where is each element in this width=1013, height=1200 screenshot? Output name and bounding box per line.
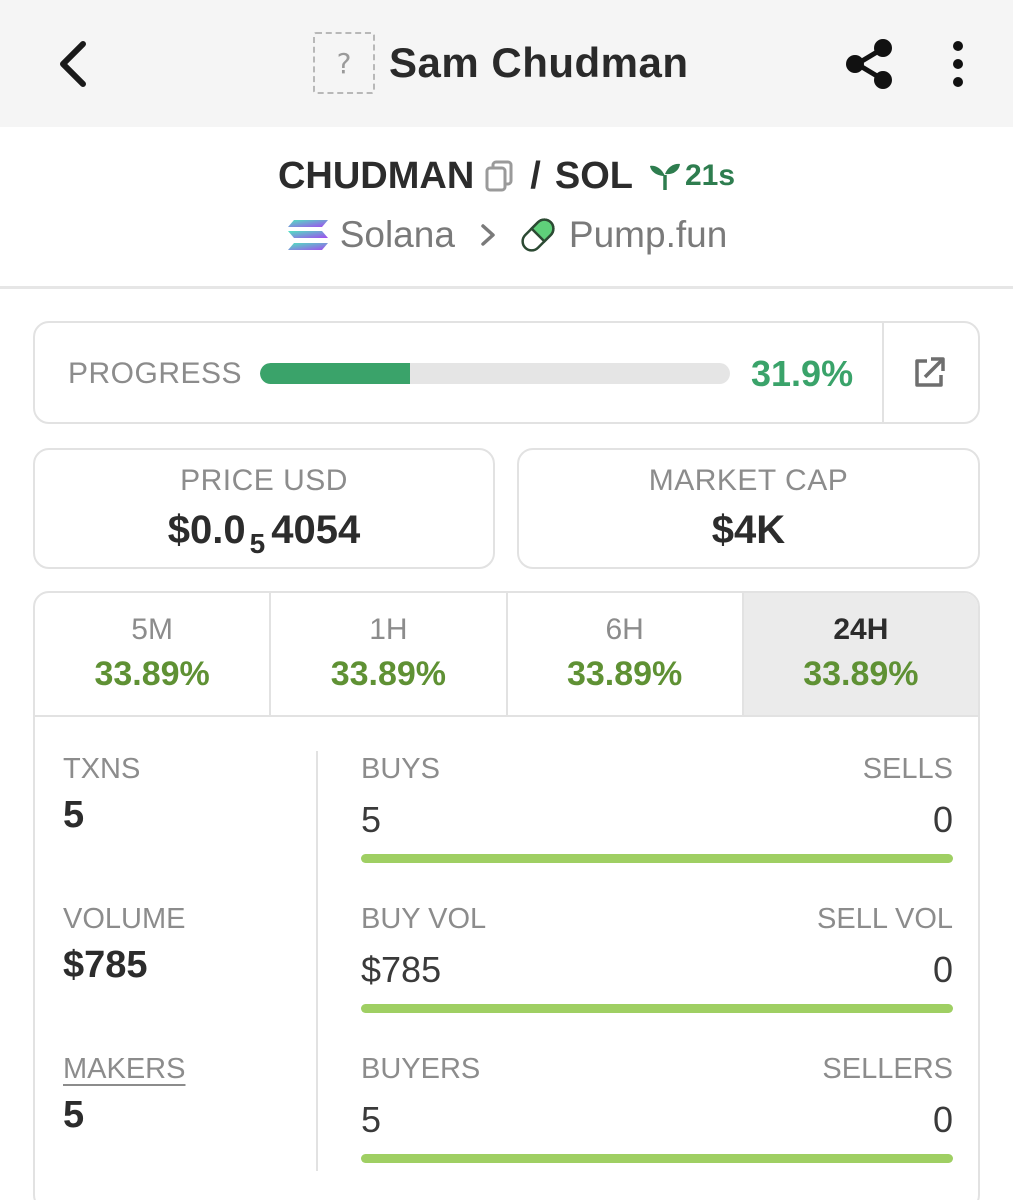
price-zero-count: 5 bbox=[249, 528, 266, 559]
txns-value: 5 bbox=[63, 794, 85, 836]
buy-volume-fill bbox=[361, 1004, 953, 1013]
pair-age-badge: 21s bbox=[649, 159, 735, 193]
progress-bar bbox=[260, 363, 730, 384]
tab-change: 33.89% bbox=[566, 655, 683, 693]
volume-ratio-bar bbox=[361, 1004, 953, 1013]
pill-icon bbox=[521, 218, 555, 252]
copy-icon[interactable] bbox=[484, 159, 516, 193]
txns-stat: TXNS 5 bbox=[63, 753, 303, 903]
back-button[interactable] bbox=[48, 38, 96, 90]
sells-label: SELLS bbox=[862, 753, 953, 785]
tab-label: 1H bbox=[369, 613, 408, 646]
pair-info: CHUDMAN / SOL 21s bbox=[0, 148, 1013, 204]
sell-vol-value: 0 bbox=[932, 949, 953, 990]
buys-sells-row: BUYS SELLS 5 0 bbox=[361, 753, 953, 903]
market-cap-value: $4K bbox=[711, 508, 786, 552]
price-prefix: $0.0 bbox=[167, 508, 246, 552]
pair-separator: / bbox=[530, 154, 541, 197]
buys-value: 5 bbox=[361, 799, 382, 840]
price-label: PRICE USD bbox=[180, 464, 348, 497]
txn-stats-panel: 5M 33.89% 1H 33.89% 6H 33.89% 24H 33.89%… bbox=[33, 591, 980, 1200]
sprout-icon bbox=[649, 163, 680, 190]
external-link-icon bbox=[915, 357, 945, 387]
share-icon bbox=[846, 39, 892, 89]
page-title: Sam Chudman bbox=[389, 39, 689, 86]
divider bbox=[0, 286, 1013, 289]
sellers-value: 0 bbox=[932, 1099, 953, 1140]
token-image-placeholder: ? bbox=[313, 32, 375, 94]
makers-stat: MAKERS 5 bbox=[63, 1053, 303, 1200]
more-options-button[interactable] bbox=[940, 38, 976, 90]
price-digits: 4054 bbox=[271, 508, 361, 552]
tab-change: 33.89% bbox=[94, 655, 210, 693]
tab-label: 5M bbox=[131, 613, 173, 646]
price-usd-card: PRICE USD $0.0 5 4054 bbox=[33, 448, 495, 569]
dex-name[interactable]: Pump.fun bbox=[568, 214, 728, 255]
dot-icon bbox=[953, 77, 963, 87]
top-bar: ? Sam Chudman bbox=[0, 0, 1013, 127]
volume-value: $785 bbox=[63, 944, 148, 986]
makers-link[interactable]: MAKERS bbox=[63, 1053, 186, 1085]
buy-sell-volume-row: BUY VOL SELL VOL $785 0 bbox=[361, 903, 953, 1053]
buys-label: BUYS bbox=[361, 753, 440, 785]
timeframe-tabs: 5M 33.89% 1H 33.89% 6H 33.89% 24H 33.89% bbox=[35, 593, 978, 717]
traders-ratio-bar bbox=[361, 1154, 953, 1163]
price-value: $0.0 5 4054 bbox=[35, 508, 493, 560]
txns-label: TXNS bbox=[63, 753, 141, 785]
progress-bar-fill bbox=[260, 363, 410, 384]
header-title-group: ? Sam Chudman bbox=[313, 31, 689, 95]
progress-label: PROGRESS bbox=[68, 357, 243, 390]
divider bbox=[882, 323, 884, 422]
chevron-left-icon bbox=[60, 41, 86, 87]
tab-change: 33.89% bbox=[330, 655, 447, 693]
dot-icon bbox=[953, 41, 963, 51]
volume-label: VOLUME bbox=[63, 903, 186, 935]
buyers-sellers-row: BUYERS SELLERS 5 0 bbox=[361, 1053, 953, 1200]
tab-24h[interactable]: 24H 33.89% bbox=[743, 593, 978, 715]
tab-label: 6H bbox=[605, 613, 644, 646]
volume-stat: VOLUME $785 bbox=[63, 903, 303, 1053]
buy-sell-ratio-bar bbox=[361, 854, 953, 863]
pair-quote-symbol: SOL bbox=[554, 154, 633, 197]
tab-change: 33.89% bbox=[803, 655, 919, 693]
buy-sell-splits: BUYS SELLS 5 0 BUY VOL SELL VOL $785 0 B… bbox=[361, 753, 953, 1200]
open-external-button[interactable] bbox=[911, 355, 947, 391]
pair-age: 21s bbox=[684, 159, 736, 192]
tab-label: 24H bbox=[833, 613, 889, 646]
tab-5m[interactable]: 5M 33.89% bbox=[35, 593, 272, 715]
sellers-label: SELLERS bbox=[822, 1053, 953, 1085]
market-cap-card: MARKET CAP $4K bbox=[517, 448, 980, 569]
tab-6h[interactable]: 6H 33.89% bbox=[508, 593, 744, 715]
progress-value: 31.9% bbox=[751, 353, 854, 394]
buy-ratio-fill bbox=[361, 854, 953, 863]
makers-value: 5 bbox=[63, 1094, 85, 1136]
share-button[interactable] bbox=[842, 36, 898, 92]
buyers-label: BUYERS bbox=[361, 1053, 481, 1085]
dot-icon bbox=[953, 59, 963, 69]
bonding-progress-card: PROGRESS 31.9% bbox=[33, 321, 980, 424]
chevron-right-icon bbox=[481, 224, 495, 246]
buy-vol-value: $785 bbox=[361, 949, 442, 990]
solana-icon bbox=[287, 220, 328, 250]
sells-value: 0 bbox=[932, 799, 953, 840]
buyers-fill bbox=[361, 1154, 953, 1163]
buyers-value: 5 bbox=[361, 1099, 382, 1140]
pair-base-symbol: CHUDMAN bbox=[277, 154, 475, 197]
market-cap-label: MARKET CAP bbox=[648, 464, 849, 497]
chain-name[interactable]: Solana bbox=[339, 214, 455, 255]
summary-stats: TXNS 5 VOLUME $785 MAKERS 5 bbox=[63, 753, 303, 1200]
buy-vol-label: BUY VOL bbox=[361, 903, 487, 935]
chain-breadcrumb: Solana Pump.fun bbox=[0, 208, 1013, 262]
tab-1h[interactable]: 1H 33.89% bbox=[271, 593, 508, 715]
sell-vol-label: SELL VOL bbox=[817, 903, 953, 935]
divider bbox=[316, 751, 318, 1171]
